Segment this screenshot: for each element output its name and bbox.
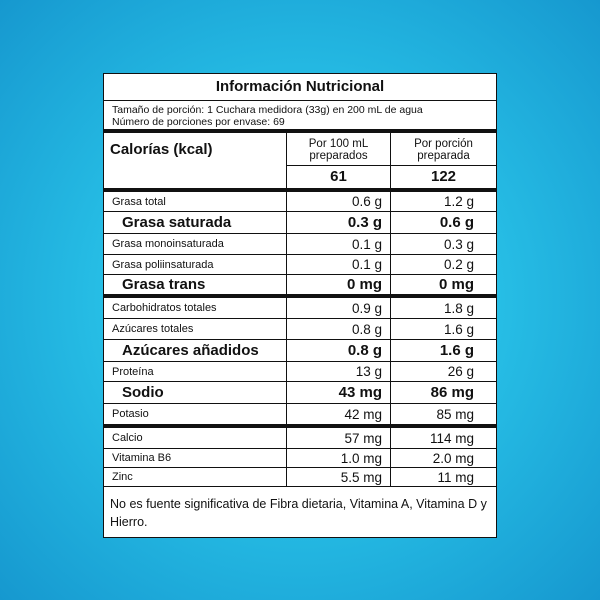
value-per-serving: 1.6 g [443, 321, 474, 337]
nutrient-name: Azúcares añadidos [104, 340, 287, 361]
nutrient-name: Calcio [104, 428, 287, 448]
value-per-serving: 0.2 g [443, 257, 474, 272]
calories-per-serving: 122 [430, 168, 457, 185]
nutrient-name: Grasa saturada [104, 212, 287, 233]
value-per-100ml: 0.1 g [287, 255, 391, 274]
footer-note: No es fuente significativa de Fibra diet… [110, 497, 487, 529]
column-header-per-serving: Por porción preparada [391, 133, 496, 166]
value-per-serving: 114 mg [429, 430, 474, 446]
value-per-100ml: 13 g [287, 362, 391, 381]
value-per-serving: 1.6 g [439, 342, 474, 359]
nutrient-name: Vitamina B6 [104, 449, 287, 467]
nutrient-row: Azúcares añadidos 0.8 g 1.6 g [104, 340, 496, 362]
nutrient-name: Azúcares totales [104, 319, 287, 339]
nutrient-row: Carbohidratos totales 0.9 g 1.8 g [104, 298, 496, 319]
nutrient-row: Azúcares totales 0.8 g 1.6 g [104, 319, 496, 340]
calories-label: Calorías (kcal) [104, 133, 287, 188]
nutrient-row: Grasa trans 0 mg 0 mg [104, 275, 496, 298]
value-per-100ml: 0.8 g [287, 340, 391, 361]
value-per-100ml: 0.9 g [287, 298, 391, 318]
nutrient-row: Calcio 57 mg 114 mg [104, 428, 496, 449]
serving-size: Tamaño de porción: 1 Cuchara medidora (3… [112, 104, 423, 116]
nutrient-name: Grasa poliinsaturada [104, 255, 287, 274]
nutrient-name: Grasa total [104, 192, 287, 211]
value-per-serving: 0.6 g [439, 214, 474, 231]
value-per-serving: 0 mg [438, 276, 474, 293]
nutrient-name: Proteína [104, 362, 287, 381]
calories-per-100ml: 61 [287, 166, 391, 188]
value-per-serving: 11 mg [437, 469, 474, 485]
nutrient-row: Sodio 43 mg 86 mg [104, 382, 496, 404]
value-per-serving: 86 mg [430, 384, 474, 401]
calories-header: Calorías (kcal) Por 100 mL preparados Po… [104, 133, 496, 192]
value-per-100ml: 0.6 g [287, 192, 391, 211]
value-per-100ml: 5.5 mg [287, 468, 391, 486]
value-per-serving: 85 mg [436, 406, 474, 422]
value-per-100ml: 0 mg [287, 275, 391, 294]
nutrient-row: Grasa saturada 0.3 g 0.6 g [104, 212, 496, 234]
nutrient-name: Zinc [104, 468, 287, 486]
nutrient-row: Grasa poliinsaturada 0.1 g 0.2 g [104, 255, 496, 275]
nutrient-name: Grasa trans [104, 275, 287, 294]
value-per-serving: 26 g [447, 364, 474, 379]
nutrient-name: Potasio [104, 404, 287, 424]
servings-per-container: Número de porciones por envase: 69 [112, 116, 285, 128]
nutrient-row: Potasio 42 mg 85 mg [104, 404, 496, 428]
value-per-serving: 1.8 g [443, 300, 474, 316]
value-per-100ml: 57 mg [287, 428, 391, 448]
serving-info: Tamaño de porción: 1 Cuchara medidora (3… [104, 101, 496, 133]
value-per-100ml: 0.3 g [287, 212, 391, 233]
value-per-serving: 0.3 g [443, 236, 474, 252]
nutrient-name: Sodio [104, 382, 287, 403]
value-per-100ml: 0.1 g [287, 234, 391, 254]
nutrient-row: Zinc 5.5 mg 11 mg [104, 468, 496, 487]
nutrient-row: Grasa total 0.6 g 1.2 g [104, 192, 496, 212]
label-title: Información Nutricional [104, 74, 496, 101]
nutrient-row: Grasa monoinsaturada 0.1 g 0.3 g [104, 234, 496, 255]
nutrient-row: Proteína 13 g 26 g [104, 362, 496, 382]
nutrition-facts-label: Información Nutricional Tamaño de porció… [103, 73, 497, 538]
nutrient-row: Vitamina B6 1.0 mg 2.0 mg [104, 449, 496, 468]
value-per-100ml: 1.0 mg [287, 449, 391, 467]
nutrient-name: Carbohidratos totales [104, 298, 287, 318]
nutrient-rows: Grasa total 0.6 g 1.2 g Grasa saturada 0.3 g… [104, 192, 496, 487]
value-per-serving: 1.2 g [443, 194, 474, 209]
nutrient-name: Grasa monoinsaturada [104, 234, 287, 254]
column-header-per-100ml: Por 100 mL preparados [287, 133, 391, 166]
value-per-serving: 2.0 mg [432, 450, 474, 466]
value-per-100ml: 42 mg [287, 404, 391, 424]
value-per-100ml: 43 mg [287, 382, 391, 403]
value-per-100ml: 0.8 g [287, 319, 391, 339]
